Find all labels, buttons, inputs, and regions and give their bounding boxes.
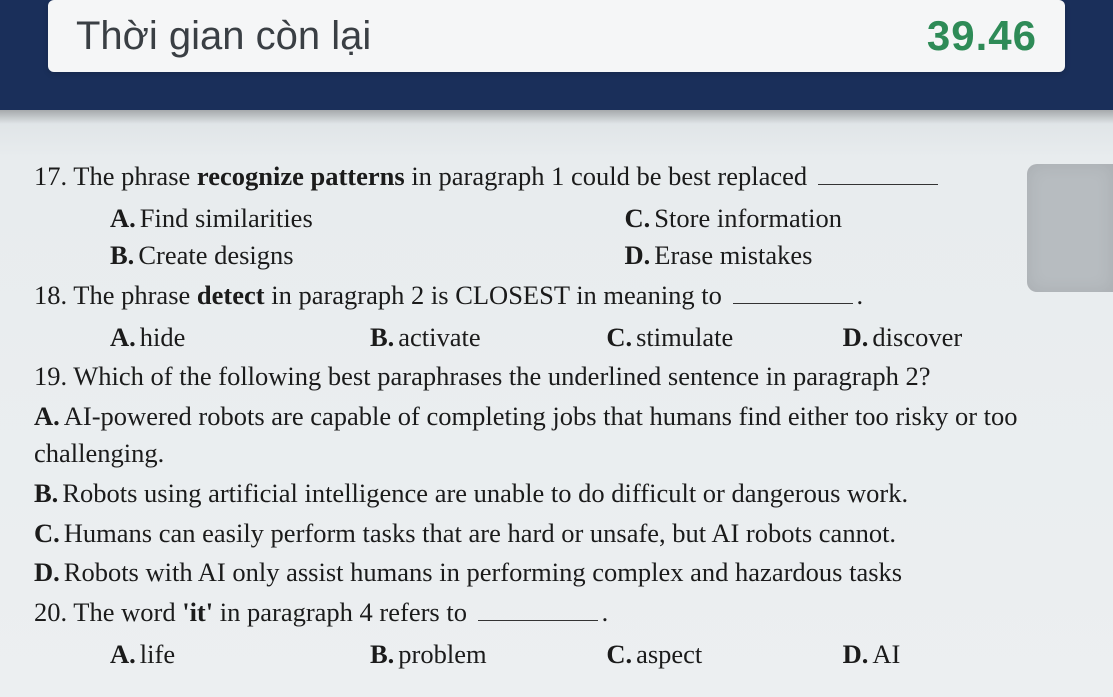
- q18-stem-post: in paragraph 2 is CLOSEST in meaning to: [265, 280, 729, 310]
- q20-stem: 20. The word 'it' in paragraph 4 refers …: [34, 597, 608, 627]
- blank-line: [478, 598, 598, 621]
- q17-stem: 17. The phrase recognize patterns in par…: [34, 161, 942, 191]
- question-20: 20. The word 'it' in paragraph 4 refers …: [34, 594, 1079, 673]
- q18-option-a[interactable]: A.hide: [110, 319, 370, 357]
- q17-option-a[interactable]: A.Find similarities: [110, 200, 565, 238]
- question-19: 19. Which of the following best paraphra…: [34, 358, 1079, 592]
- q18-option-d[interactable]: D.discover: [843, 319, 1079, 357]
- timer-value: 39.46: [927, 12, 1037, 60]
- q18-option-b[interactable]: B.activate: [370, 319, 606, 357]
- blank-line: [818, 162, 938, 185]
- q20-option-a[interactable]: A.life: [110, 636, 370, 674]
- q20-option-d[interactable]: D.AI: [843, 636, 1079, 674]
- q20-option-b[interactable]: B.problem: [370, 636, 606, 674]
- q18-stem: 18. The phrase detect in paragraph 2 is …: [34, 280, 863, 310]
- q18-number: 18.: [34, 280, 67, 310]
- q19-option-a[interactable]: A.AI-powered robots are capable of compl…: [34, 398, 1079, 473]
- q20-stem-bold: 'it': [182, 597, 213, 627]
- q17-stem-bold: recognize patterns: [197, 161, 405, 191]
- top-banner: Thời gian còn lại 39.46: [0, 0, 1113, 110]
- q19-number: 19.: [34, 361, 67, 391]
- q18-stem-pre: The phrase: [73, 280, 197, 310]
- q19-option-b[interactable]: B.Robots using artificial intelligence a…: [34, 475, 1079, 513]
- q19-option-d[interactable]: D.Robots with AI only assist humans in p…: [34, 554, 1079, 592]
- q18-options: A.hide B.activate C.stimulate D.discover: [110, 319, 1079, 357]
- q18-stem-bold: detect: [197, 280, 265, 310]
- q17-stem-post: in paragraph 1 could be best replaced: [405, 161, 814, 191]
- question-sheet: 17. The phrase recognize patterns in par…: [0, 110, 1113, 697]
- q20-number: 20.: [34, 597, 67, 627]
- question-17: 17. The phrase recognize patterns in par…: [34, 158, 1079, 275]
- q17-options: A.Find similarities C.Store information …: [110, 200, 1079, 275]
- q20-stem-pre: The word: [73, 597, 182, 627]
- blank-line: [733, 281, 853, 304]
- q17-option-c[interactable]: C.Store information: [625, 200, 1080, 238]
- q19-option-c[interactable]: C.Humans can easily perform tasks that a…: [34, 515, 1079, 553]
- q17-stem-pre: The phrase: [73, 161, 197, 191]
- q17-option-d[interactable]: D.Erase mistakes: [625, 237, 1080, 275]
- q20-options: A.life B.problem C.aspect D.AI: [110, 636, 1079, 674]
- q20-option-c[interactable]: C.aspect: [606, 636, 842, 674]
- timer-card: Thời gian còn lại 39.46: [48, 0, 1065, 72]
- q20-stem-post: in paragraph 4 refers to: [213, 597, 473, 627]
- q17-option-b[interactable]: B.Create designs: [110, 237, 565, 275]
- question-18: 18. The phrase detect in paragraph 2 is …: [34, 277, 1079, 356]
- q19-stem-text: Which of the following best paraphrases …: [73, 361, 930, 391]
- q18-option-c[interactable]: C.stimulate: [606, 319, 842, 357]
- side-thumb: [1027, 164, 1113, 292]
- q19-stem: 19. Which of the following best paraphra…: [34, 361, 931, 391]
- timer-label: Thời gian còn lại: [76, 14, 371, 59]
- q17-number: 17.: [34, 161, 67, 191]
